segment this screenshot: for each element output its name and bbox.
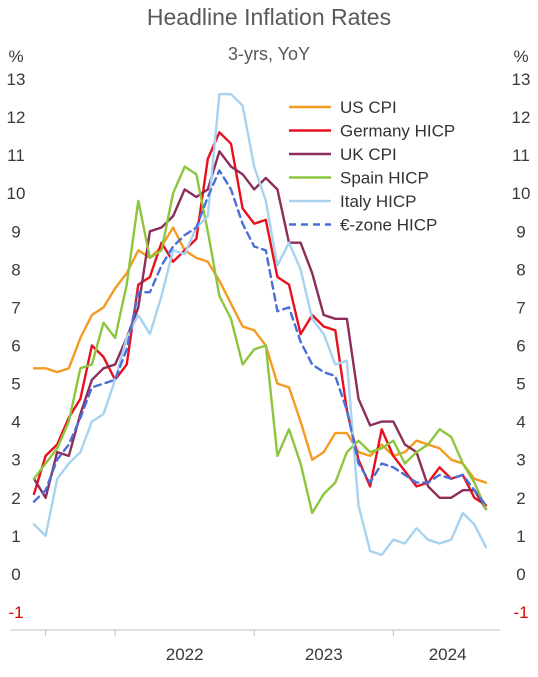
y-tick-left: 9 <box>11 222 20 241</box>
y-tick-right: 10 <box>512 184 531 203</box>
series-line-zone-hicp <box>32 169 488 507</box>
y-tick-left: 11 <box>7 146 25 165</box>
legend-label: Italy HICP <box>340 192 417 211</box>
y-tick-left: 5 <box>11 375 20 394</box>
series-line-spain-hicp <box>32 165 488 515</box>
x-axis: 2022 2023 2024 <box>10 629 500 664</box>
y-tick-right: 13 <box>512 70 531 89</box>
legend-label: Spain HICP <box>340 169 429 188</box>
y-tick-left: 13 <box>7 70 26 89</box>
legend-label: UK CPI <box>340 145 397 164</box>
left-unit-label: % <box>8 47 23 66</box>
y-tick-right: 4 <box>516 413 525 432</box>
y-tick-right: 6 <box>516 337 525 356</box>
x-tick-label: 2024 <box>429 645 467 664</box>
y-tick-left: 6 <box>11 337 20 356</box>
y-tick-left: 0 <box>11 565 20 584</box>
y-tick-right: 3 <box>516 451 525 470</box>
y-tick-left: 2 <box>11 489 20 508</box>
y-tick-right: 7 <box>516 298 525 317</box>
y-tick-left: -1 <box>8 603 23 622</box>
chart-subtitle: 3-yrs, YoY <box>227 44 311 64</box>
y-tick-right: 5 <box>516 375 525 394</box>
x-tick-label: 2022 <box>166 645 204 664</box>
y-tick-right: 8 <box>516 260 525 279</box>
legend-label: US CPI <box>340 98 397 117</box>
legend-label: €-zone HICP <box>340 216 437 235</box>
y-tick-right: 2 <box>516 489 525 508</box>
series-line-us-cpi <box>32 226 488 484</box>
y-tick-left: 7 <box>11 298 20 317</box>
y-tick-right: -1 <box>513 603 528 622</box>
y-tick-left: 4 <box>11 413 20 432</box>
y-tick-right: 12 <box>512 108 531 127</box>
y-tick-left: 3 <box>11 451 20 470</box>
y-tick-left: 12 <box>7 108 26 127</box>
y-tick-right: 9 <box>516 222 525 241</box>
series-line-italy-hicp <box>32 92 488 557</box>
x-tick-label: 2023 <box>305 645 343 664</box>
legend-label: Germany HICP <box>340 122 455 141</box>
y-tick-left: 1 <box>11 527 20 546</box>
legend: US CPI Germany HICP UK CPI Spain HICP Italy … <box>289 98 455 235</box>
chart-title: Headline Inflation Rates <box>146 4 392 30</box>
y-tick-right: 11 <box>512 146 530 165</box>
series-line-germany-hicp <box>32 131 488 507</box>
y-tick-right: 0 <box>516 565 525 584</box>
y-tick-left: 10 <box>7 184 26 203</box>
y-tick-left: 8 <box>11 260 20 279</box>
right-unit-label: % <box>513 47 528 66</box>
y-tick-right: 1 <box>516 527 525 546</box>
series-layer <box>32 92 488 557</box>
